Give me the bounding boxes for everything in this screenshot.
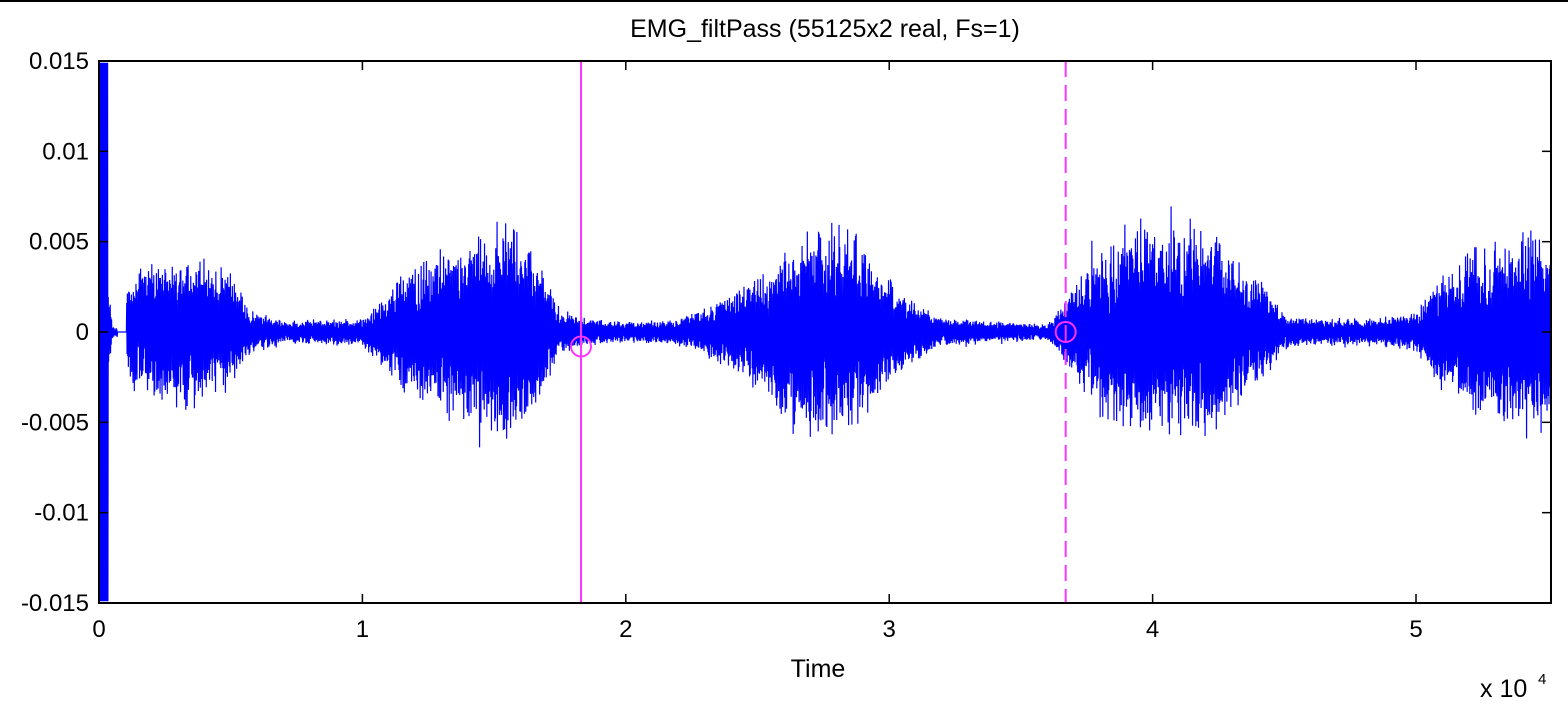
y-tick-label: -0.005 [21,409,89,436]
y-tick-label: 0 [76,319,89,346]
y-tick-label: -0.015 [21,590,89,617]
x-exponent-power: 4 [1538,671,1546,688]
cursor-marker[interactable] [570,335,593,358]
tick-layer [98,60,1551,604]
y-tick-label: 0.01 [42,138,89,165]
x-tick-label: 1 [356,616,369,643]
cursor-layer [570,61,1077,603]
y-tick-label: 0.015 [29,48,89,75]
y-tick-label: -0.01 [34,500,89,527]
x-tick-label: 0 [92,616,105,643]
signal-layer [99,62,1551,602]
y-tick-label: 0.005 [29,229,89,256]
chart-title: EMG_filtPass (55125x2 real, Fs=1) [630,15,1020,43]
cursor-marker[interactable] [1054,321,1077,343]
x-tick-labels: 0 1 2 3 4 5 [92,616,1422,643]
x-tick-label: 5 [1409,616,1422,643]
y-tick-labels: 0.015 0.01 0.005 0 -0.005 -0.01 -0.015 [21,48,89,617]
top-border [0,0,1568,2]
x-tick-label: 3 [883,616,896,643]
x-axis-label: Time [791,655,846,683]
x-tick-label: 2 [619,616,632,643]
x-tick-label: 4 [1146,616,1159,643]
x-exponent-label: x 10 [1480,675,1527,703]
signal-line [99,62,1551,602]
